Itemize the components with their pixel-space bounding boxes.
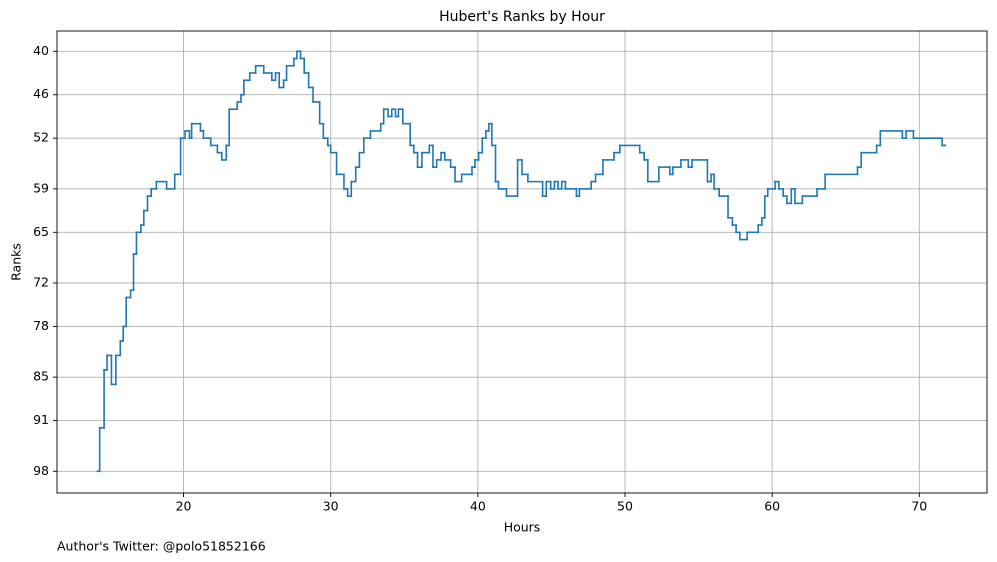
plot-frame: [56, 30, 988, 494]
y-tick-label: 98: [33, 463, 49, 478]
y-tick-label: 40: [33, 43, 49, 58]
x-tick-label: 70: [911, 499, 927, 514]
x-axis-label: Hours: [504, 520, 541, 535]
y-axis-label: Ranks: [9, 243, 24, 281]
y-tick-label: 59: [33, 180, 49, 195]
x-tick-label: 20: [176, 499, 192, 514]
plot: [96, 50, 946, 473]
x-tick-label: 60: [764, 499, 780, 514]
y-tick-label: 78: [33, 318, 49, 333]
y-tick-label: 91: [33, 412, 49, 427]
y-tick-label: 65: [33, 224, 49, 239]
footer-note: Author's Twitter: @polo51852166: [57, 539, 266, 554]
x-tick-label: 50: [617, 499, 633, 514]
y-tick-label: 46: [33, 86, 49, 101]
y-tick-label: 85: [33, 369, 49, 384]
y-tick-label: 52: [33, 130, 49, 145]
x-tick-label: 30: [323, 499, 339, 514]
grid: 20 30 40 50 60 70 40 46 52 59 65 72 78 85 91 98: [33, 31, 987, 514]
x-tick-label: 40: [470, 499, 486, 514]
chart-title: Hubert's Ranks by Hour: [439, 9, 605, 25]
y-tick-label: 72: [33, 275, 49, 290]
